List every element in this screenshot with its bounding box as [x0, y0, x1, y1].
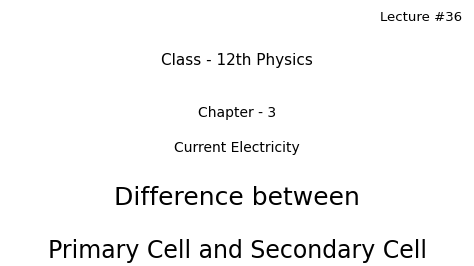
Text: Difference between: Difference between [114, 186, 360, 210]
Text: Lecture #36: Lecture #36 [380, 11, 462, 24]
Text: Current Electricity: Current Electricity [174, 141, 300, 155]
Text: Chapter - 3: Chapter - 3 [198, 106, 276, 120]
Text: Class - 12th Physics: Class - 12th Physics [161, 53, 313, 68]
Text: Primary Cell and Secondary Cell: Primary Cell and Secondary Cell [47, 239, 427, 263]
